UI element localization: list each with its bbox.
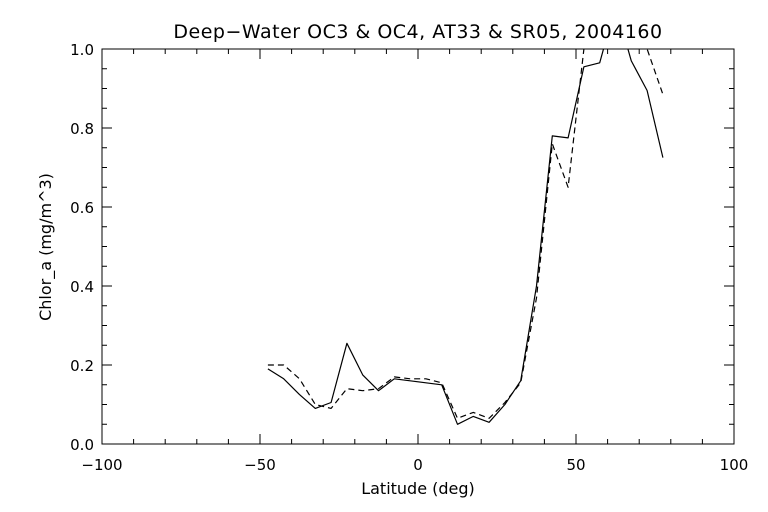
y-tick-label: 0.4 bbox=[70, 278, 94, 296]
y-axis-title: Chlor_a (mg/m^3) bbox=[36, 173, 56, 321]
y-tick-label: 1.0 bbox=[70, 41, 94, 59]
y-axis-ticks bbox=[102, 48, 734, 445]
x-tick-label: 50 bbox=[566, 456, 585, 474]
plot-frame bbox=[101, 48, 735, 445]
x-axis-tick-labels: −100 −50 0 50 100 bbox=[81, 456, 748, 474]
y-tick-label: 0.0 bbox=[70, 436, 94, 454]
x-tick-label: 0 bbox=[413, 456, 423, 474]
series-layer bbox=[267, 49, 664, 425]
y-tick-label: 0.8 bbox=[70, 120, 94, 138]
x-axis-title: Latitude (deg) bbox=[361, 479, 475, 498]
solid-series-line bbox=[267, 49, 664, 425]
dashed-series-line bbox=[267, 49, 664, 419]
y-tick-label: 0.2 bbox=[70, 357, 94, 375]
y-tick-label: 0.6 bbox=[70, 199, 94, 217]
y-axis-tick-labels: 0.0 0.2 0.4 0.6 0.8 1.0 bbox=[70, 41, 94, 454]
x-tick-label: −100 bbox=[81, 456, 122, 474]
x-tick-label: −50 bbox=[244, 456, 276, 474]
chart-title: Deep−Water OC3 & OC4, AT33 & SR05, 20041… bbox=[173, 21, 662, 43]
x-axis-ticks bbox=[101, 49, 735, 444]
x-tick-label: 100 bbox=[720, 456, 749, 474]
